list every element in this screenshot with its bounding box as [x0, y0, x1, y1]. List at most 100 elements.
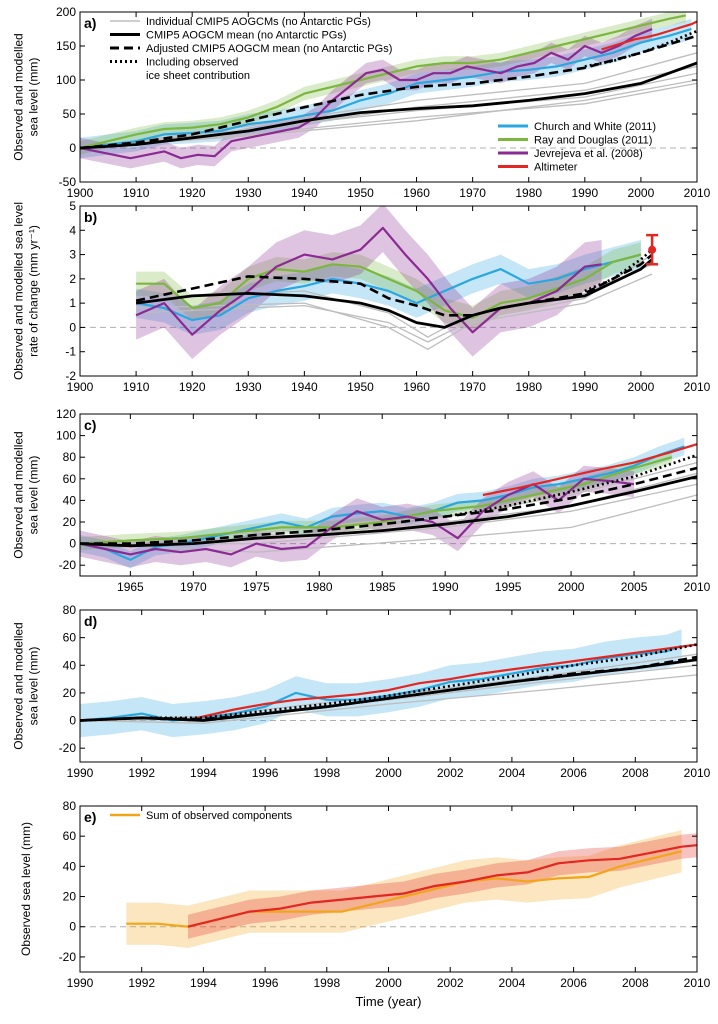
series-line-1 [187, 844, 697, 928]
panel-label: c) [84, 417, 96, 433]
x-tick-label: 1960 [403, 380, 430, 394]
x-tick-label: 1990 [67, 976, 94, 990]
x-tick-label: 2002 [437, 976, 464, 990]
x-tick-label: 1940 [291, 186, 318, 200]
plot-area-c [80, 437, 697, 569]
x-tick-label: 1950 [347, 380, 374, 394]
y-axis-label: Observed and modelled sea level (mm) [12, 622, 41, 749]
y-tick-label: 40 [63, 859, 77, 873]
y-tick-label: 60 [63, 472, 77, 486]
y-tick-label: 40 [63, 658, 77, 672]
x-tick-label: 2005 [621, 580, 648, 594]
y-axis-label: Observed sea level (mm) [19, 822, 33, 956]
y-tick-label: 40 [63, 493, 77, 507]
x-tick-label: 1930 [235, 380, 262, 394]
y-tick-label: 20 [63, 515, 77, 529]
series-line-1 [187, 643, 697, 722]
y-tick-label: 100 [56, 73, 76, 87]
x-tick-label: 1910 [123, 186, 150, 200]
legend-observations: Church and White (2011) Ray and Douglas (… [498, 121, 656, 174]
x-tick-label: 1996 [252, 976, 279, 990]
x-tick-label: 1990 [571, 186, 598, 200]
plot-area-b [80, 206, 697, 359]
individual-model-line-0 [136, 273, 653, 350]
y-axis-label-line: Observed sea level (mm) [19, 822, 33, 956]
series-line-3 [482, 443, 697, 497]
including-ice-line [584, 248, 653, 293]
y-tick-label: -2 [65, 369, 76, 383]
x-tick-label: 2010 [684, 976, 711, 990]
legend-e: Sum of observed components [110, 810, 293, 822]
individual-model-line-3 [80, 79, 697, 149]
y-axis-label-line: Observed and modelled [12, 431, 26, 558]
x-tick-label: 1990 [432, 580, 459, 594]
legend-label: ice sheet contribution [146, 70, 250, 82]
series-line-2 [80, 27, 653, 160]
y-tick-label: 1 [69, 296, 76, 310]
y-tick-label: 150 [56, 39, 76, 53]
panel-c: 1965 1970 1975 1980 1985 1990 1995 2000 2005 2010… [12, 407, 711, 594]
series-line-1 [136, 253, 642, 319]
x-tick-label: 2004 [499, 976, 526, 990]
panel-label: d) [84, 613, 97, 629]
legend-label: Including observed [146, 57, 238, 69]
y-tick-label: 20 [63, 890, 77, 904]
x-tick-label: 1996 [252, 766, 279, 780]
individual-model-line-2 [136, 254, 653, 343]
y-tick-label: -20 [59, 950, 77, 964]
y-tick-label: 200 [56, 5, 76, 19]
y-tick-label: 5 [69, 199, 76, 213]
model-mean-line [80, 475, 697, 548]
x-tick-label: 1970 [459, 186, 486, 200]
x-tick-label: 1975 [243, 580, 270, 594]
x-tick-label: 1985 [369, 580, 396, 594]
adjusted-mean-line [80, 466, 697, 545]
legend-label: Adjusted CMIP5 AOGCM mean (no Antarctic … [146, 43, 392, 55]
x-tick-label: 1992 [128, 976, 155, 990]
legend-label: Individual CMIP5 AOGCMs (no Antarctic PG… [146, 16, 371, 28]
y-axis-label: Observed and modelled sea level rate of c… [12, 202, 41, 380]
adjusted-mean-line [80, 655, 697, 722]
x-tick-label: 2004 [499, 766, 526, 780]
x-tick-label: 1910 [123, 380, 150, 394]
y-tick-label: 80 [63, 450, 77, 464]
x-tick-label: 2000 [628, 380, 655, 394]
x-tick-label: 2006 [560, 766, 587, 780]
y-axis-label-line: Observed and modelled [12, 622, 26, 749]
uncertainty-band-1 [80, 450, 672, 551]
y-axis-label-line: sea level (mm) [27, 456, 41, 535]
y-axis-label-line: sea level (mm) [27, 647, 41, 726]
x-tick-label: 2008 [622, 976, 649, 990]
y-axis-label-line: sea level (mm) [27, 58, 41, 137]
x-tick-label: 1920 [179, 380, 206, 394]
y-tick-label: -1 [65, 345, 76, 359]
y-tick-label: 0 [69, 141, 76, 155]
y-tick-label: 0 [69, 714, 76, 728]
y-tick-label: -20 [59, 558, 77, 572]
y-tick-label: 20 [63, 686, 77, 700]
y-tick-label: -50 [59, 175, 77, 189]
series-line-1 [80, 456, 673, 545]
x-tick-label: 1930 [235, 186, 262, 200]
uncertainty-band-1 [80, 12, 686, 155]
x-tick-label: 1998 [313, 976, 340, 990]
model-mean-line [135, 258, 654, 329]
uncertainty-band-1 [136, 242, 641, 330]
legend-label: Ray and Douglas (2011) [534, 135, 652, 147]
y-tick-label: 0 [69, 920, 76, 934]
y-axis-label-line: Observed and modelled sea level [12, 202, 26, 380]
y-tick-label: 60 [63, 829, 77, 843]
x-tick-label: 2002 [437, 766, 464, 780]
x-tick-label: 1990 [67, 766, 94, 780]
y-axis-label: Observed and modelled sea level (mm) [12, 33, 41, 160]
including-ice-line [444, 453, 697, 518]
series-line-0 [80, 27, 692, 150]
y-tick-label: 80 [63, 603, 77, 617]
plot-area-a [80, 12, 697, 169]
panel-frame [79, 413, 698, 577]
model-mean-line [80, 61, 697, 150]
adjusted-mean-line [80, 34, 697, 150]
x-tick-label: 2000 [375, 766, 402, 780]
panel-b: 1900 1910 1920 1930 1940 1950 1960 1970 1980 1990… [12, 199, 711, 394]
